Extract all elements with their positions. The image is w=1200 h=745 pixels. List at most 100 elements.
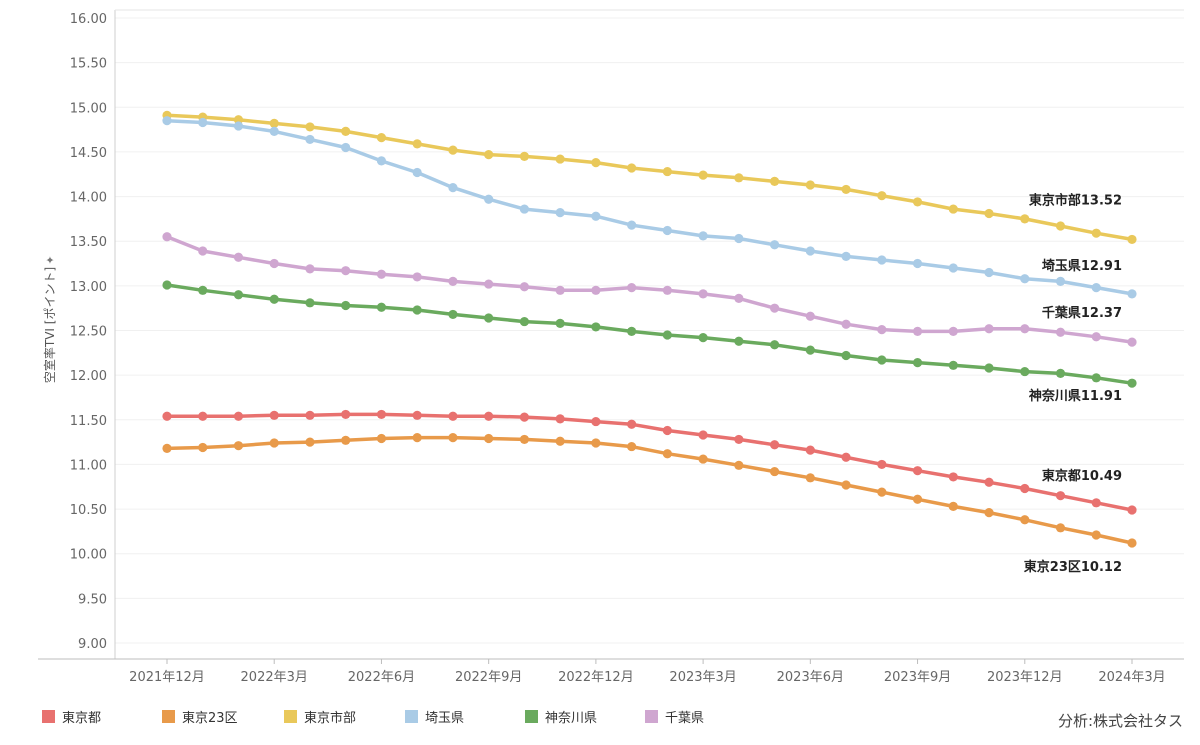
legend-swatch[interactable] xyxy=(405,710,418,723)
series-千葉県[interactable] xyxy=(162,232,1137,347)
data-point[interactable] xyxy=(769,240,780,250)
data-point[interactable] xyxy=(162,116,172,126)
data-point[interactable] xyxy=(805,345,815,355)
data-point[interactable] xyxy=(1091,228,1101,238)
data-point[interactable] xyxy=(1091,373,1101,383)
legend-swatch[interactable] xyxy=(284,710,297,723)
data-point[interactable] xyxy=(662,166,672,177)
data-point[interactable] xyxy=(698,430,708,440)
data-point[interactable] xyxy=(912,466,923,476)
data-point[interactable] xyxy=(269,126,279,136)
series-line[interactable] xyxy=(165,113,1134,242)
data-point[interactable] xyxy=(198,411,208,421)
data-point[interactable] xyxy=(877,459,887,470)
data-point[interactable] xyxy=(841,251,851,261)
data-point[interactable] xyxy=(555,414,565,424)
data-point[interactable] xyxy=(198,442,208,453)
data-point[interactable] xyxy=(841,184,851,195)
data-point[interactable] xyxy=(376,302,387,312)
data-point[interactable] xyxy=(769,440,780,450)
data-point[interactable] xyxy=(1127,337,1137,347)
data-point[interactable] xyxy=(376,409,387,420)
data-point[interactable] xyxy=(591,158,601,168)
series-line[interactable] xyxy=(165,118,1134,296)
data-point[interactable] xyxy=(948,501,958,511)
series-埼玉県[interactable] xyxy=(162,116,1137,299)
data-point[interactable] xyxy=(519,412,530,422)
data-point[interactable] xyxy=(627,326,637,336)
data-point[interactable] xyxy=(841,350,851,361)
data-point[interactable] xyxy=(734,233,744,244)
data-point[interactable] xyxy=(841,480,851,490)
data-point[interactable] xyxy=(555,436,565,446)
data-point[interactable] xyxy=(734,293,744,303)
data-point[interactable] xyxy=(734,460,744,470)
data-point[interactable] xyxy=(1055,368,1066,378)
legend-swatch[interactable] xyxy=(525,710,538,723)
data-point[interactable] xyxy=(484,411,494,421)
data-point[interactable] xyxy=(984,324,994,334)
data-point[interactable] xyxy=(948,472,958,482)
data-point[interactable] xyxy=(233,441,244,451)
legend-label[interactable]: 埼玉県 xyxy=(425,711,464,726)
data-point[interactable] xyxy=(591,438,601,448)
data-point[interactable] xyxy=(769,466,780,477)
data-point[interactable] xyxy=(734,434,744,445)
data-point[interactable] xyxy=(412,433,422,443)
data-point[interactable] xyxy=(841,452,851,462)
data-point[interactable] xyxy=(376,156,387,166)
series-line[interactable] xyxy=(165,283,1134,385)
data-point[interactable] xyxy=(769,303,780,313)
data-point[interactable] xyxy=(341,300,351,311)
data-point[interactable] xyxy=(305,410,315,420)
data-point[interactable] xyxy=(269,410,279,420)
data-point[interactable] xyxy=(627,163,637,173)
data-point[interactable] xyxy=(305,122,315,132)
data-point[interactable] xyxy=(698,170,708,180)
data-point[interactable] xyxy=(233,121,244,131)
data-point[interactable] xyxy=(984,267,994,278)
data-point[interactable] xyxy=(591,322,601,332)
data-point[interactable] xyxy=(412,139,422,149)
data-point[interactable] xyxy=(1055,327,1066,337)
data-point[interactable] xyxy=(591,416,601,427)
legend-label[interactable]: 神奈川県 xyxy=(545,711,597,726)
data-point[interactable] xyxy=(484,150,494,160)
data-point[interactable] xyxy=(769,340,780,350)
data-point[interactable] xyxy=(805,180,815,190)
legend-label[interactable]: 東京23区 xyxy=(182,710,238,726)
data-point[interactable] xyxy=(484,194,494,204)
data-point[interactable] xyxy=(519,434,530,445)
data-point[interactable] xyxy=(734,336,744,346)
data-point[interactable] xyxy=(805,311,815,321)
data-point[interactable] xyxy=(1020,483,1030,494)
data-point[interactable] xyxy=(305,437,315,447)
data-point[interactable] xyxy=(376,269,387,279)
data-point[interactable] xyxy=(376,133,387,143)
data-point[interactable] xyxy=(484,313,494,323)
data-point[interactable] xyxy=(1127,505,1137,515)
data-point[interactable] xyxy=(662,330,672,340)
series-line[interactable] xyxy=(165,234,1134,344)
data-point[interactable] xyxy=(555,154,565,164)
series-神奈川県[interactable] xyxy=(162,280,1137,388)
data-point[interactable] xyxy=(341,142,351,153)
data-point[interactable] xyxy=(662,449,672,459)
data-point[interactable] xyxy=(769,176,780,186)
data-point[interactable] xyxy=(519,204,530,214)
data-point[interactable] xyxy=(591,285,601,295)
data-point[interactable] xyxy=(341,435,351,445)
data-point[interactable] xyxy=(627,441,637,452)
data-point[interactable] xyxy=(627,283,637,293)
data-point[interactable] xyxy=(1127,378,1137,388)
data-point[interactable] xyxy=(519,282,530,292)
data-point[interactable] xyxy=(698,289,708,299)
series-line[interactable] xyxy=(165,435,1134,545)
legend-swatch[interactable] xyxy=(42,710,55,723)
data-point[interactable] xyxy=(1020,366,1030,377)
data-point[interactable] xyxy=(555,318,565,328)
data-point[interactable] xyxy=(1055,491,1066,501)
data-point[interactable] xyxy=(412,410,422,420)
data-point[interactable] xyxy=(162,443,172,453)
data-point[interactable] xyxy=(912,358,923,368)
